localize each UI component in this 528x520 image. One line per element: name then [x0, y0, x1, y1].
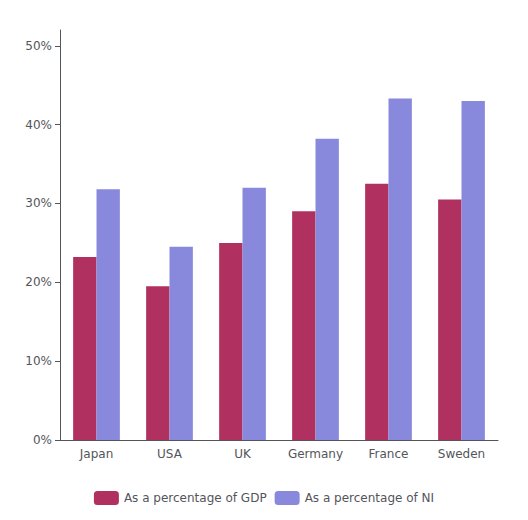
svg-text:Japan: Japan	[79, 447, 113, 461]
svg-text:Sweden: Sweden	[438, 447, 485, 461]
svg-text:0%: 0%	[33, 433, 52, 447]
svg-text:30%: 30%	[25, 196, 52, 210]
svg-text:As a percentage of NI: As a percentage of NI	[305, 491, 434, 505]
svg-text:As a percentage of GDP: As a percentage of GDP	[124, 491, 267, 505]
svg-text:UK: UK	[234, 447, 252, 461]
svg-text:France: France	[369, 447, 409, 461]
svg-text:20%: 20%	[25, 275, 52, 289]
svg-text:USA: USA	[157, 447, 183, 461]
svg-text:40%: 40%	[25, 118, 52, 132]
svg-text:50%: 50%	[25, 39, 52, 53]
svg-text:Germany: Germany	[288, 447, 343, 461]
svg-text:10%: 10%	[25, 354, 52, 368]
